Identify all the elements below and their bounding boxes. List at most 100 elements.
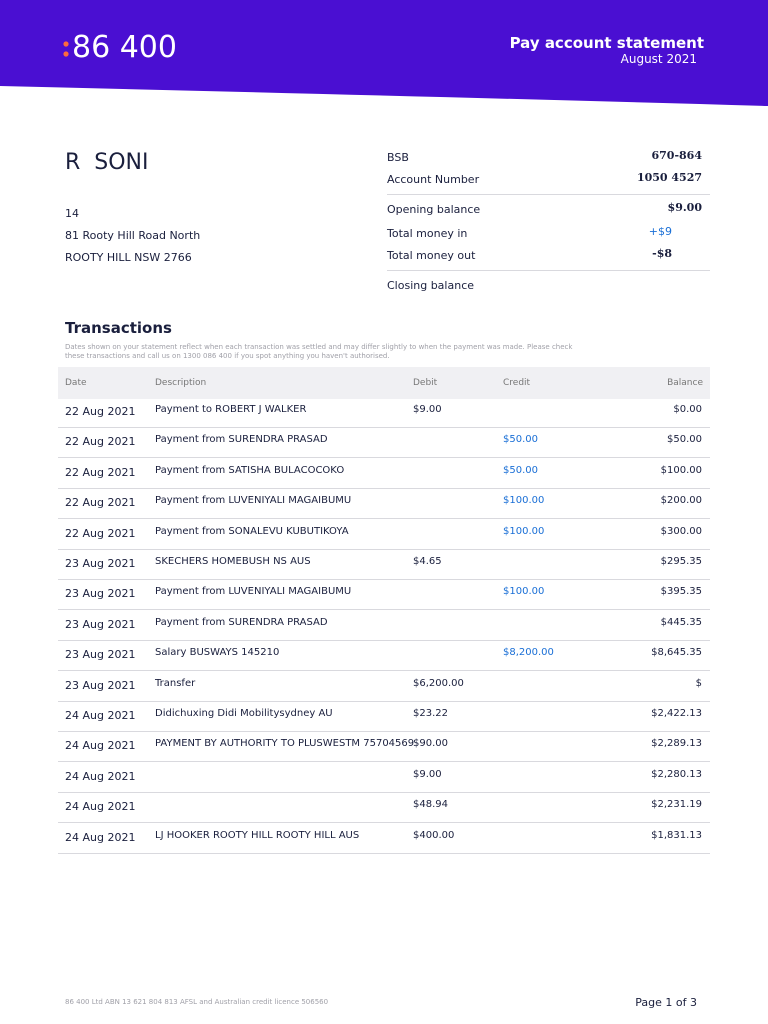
table-cell: Payment to ROBERT J WALKER xyxy=(155,404,307,415)
table-cell: 23 Aug 2021 xyxy=(65,557,136,570)
divider xyxy=(387,270,710,271)
header-shape xyxy=(0,0,768,106)
table-cell: $ xyxy=(695,677,702,689)
logo-dot xyxy=(63,51,69,57)
table-cell: $1,831.13 xyxy=(651,829,702,841)
table-cell: $0.00 xyxy=(673,404,702,415)
table-cell: Payment from SATISHA BULACOCOKO xyxy=(155,464,345,476)
table-cell: $2,280.13 xyxy=(651,768,702,780)
table-cell: 22 Aug 2021 xyxy=(65,405,136,418)
balance-value: $9.00 xyxy=(667,201,702,214)
table-cell: $50.00 xyxy=(667,434,702,446)
table-cell: $395.35 xyxy=(660,586,702,598)
row-divider xyxy=(58,487,710,489)
table-cell: 22 Aug 2021 xyxy=(65,526,136,540)
table-cell: 24 Aug 2021 xyxy=(65,709,136,722)
row-divider xyxy=(58,731,710,732)
table-cell: 24 Aug 2021 xyxy=(65,800,136,814)
table-cell: PAYMENT BY AUTHORITY TO PLUSWESTM 757045… xyxy=(155,738,415,750)
table-cell: Salary BUSWAYS 145210 xyxy=(155,647,280,659)
row-divider xyxy=(58,609,710,611)
row-divider xyxy=(58,700,710,702)
table-cell: 22 Aug 2021 xyxy=(65,435,136,449)
table-cell: $2,422.13 xyxy=(651,708,702,719)
table-cell: $100.00 xyxy=(503,525,545,537)
row-divider xyxy=(58,670,710,672)
table-cell: 22 Aug 2021 xyxy=(65,496,136,510)
balance-label: Total money in xyxy=(387,227,468,240)
footer-legal: 86 400 Ltd ABN 13 621 804 813 AFSL and A… xyxy=(65,998,329,1006)
note: Dates shown on your statement reflect wh… xyxy=(65,343,573,360)
table-cell: $6,200.00 xyxy=(413,677,464,689)
account-detail-label: BSB xyxy=(387,151,409,164)
table-cell: Payment from SURENDRA PRASAD xyxy=(155,434,328,446)
table-cell: Payment from LUVENIYALI MAGAIBUMU xyxy=(155,495,352,507)
table-cell: 24 Aug 2021 xyxy=(65,739,136,753)
table-cell: $9.00 xyxy=(413,404,442,415)
balance-label: Opening balance xyxy=(387,203,481,216)
table-cell: $300.00 xyxy=(660,525,702,537)
row-divider xyxy=(58,457,710,459)
table-cell: $200.00 xyxy=(660,495,702,507)
balance-label: Total money out xyxy=(387,249,476,262)
section-title: Transactions xyxy=(65,319,172,337)
table-cell: $2,231.19 xyxy=(651,799,702,811)
table-cell: $445.35 xyxy=(660,616,702,628)
header-band xyxy=(0,0,768,106)
table-cell: $100.00 xyxy=(503,586,545,598)
row-divider xyxy=(58,427,710,428)
account-detail-value: 1050 4527 xyxy=(636,171,702,184)
row-divider xyxy=(58,791,710,793)
row-divider xyxy=(58,761,710,763)
address-line: 81 Rooty Hill Road North xyxy=(65,229,201,242)
logo-dot xyxy=(63,41,69,47)
table-cell: 24 Aug 2021 xyxy=(65,769,136,783)
row-divider xyxy=(58,518,710,520)
table-cell: $8,200.00 xyxy=(503,647,554,659)
row-divider xyxy=(58,852,710,854)
account-detail-value: 670-864 xyxy=(651,149,703,162)
row-divider xyxy=(58,639,710,641)
table-cell: 23 Aug 2021 xyxy=(65,587,136,601)
page-number: Page 1 of 3 xyxy=(635,996,697,1009)
table-cell: 23 Aug 2021 xyxy=(65,648,136,662)
table-cell: Payment from SONALEVU KUBUTIKOYA xyxy=(155,525,349,537)
customer-name: R SONI xyxy=(65,150,149,175)
table-header-bg xyxy=(58,367,710,399)
table-cell: LJ HOOKER ROOTY HILL ROOTY HILL AUS xyxy=(155,829,360,841)
table-cell: $50.00 xyxy=(503,434,538,446)
table-cell: $8,645.35 xyxy=(651,647,702,659)
table-cell: Transfer xyxy=(155,677,196,689)
column-header: Credit xyxy=(503,378,531,388)
address-line: ROOTY HILL NSW 2766 xyxy=(65,251,192,264)
statement-title: Pay account statement xyxy=(509,34,704,52)
table-cell: Payment from SURENDRA PRASAD xyxy=(155,616,328,628)
table-cell: $50.00 xyxy=(503,464,538,476)
table-cell: Didichuxing Didi Mobilitysydney AU xyxy=(155,708,333,719)
divider xyxy=(387,194,710,195)
logo: 86 400 xyxy=(72,30,177,65)
statement-period: August 2021 xyxy=(620,52,697,66)
table-cell: $90.00 xyxy=(413,738,448,750)
column-header: Description xyxy=(155,378,207,388)
account-detail-label: Account Number xyxy=(387,173,480,186)
address-line: 14 xyxy=(65,207,79,220)
table-cell: $2,289.13 xyxy=(651,738,702,750)
table-cell: Payment from LUVENIYALI MAGAIBUMU xyxy=(155,586,352,598)
row-divider xyxy=(58,548,710,550)
row-divider xyxy=(58,579,710,580)
row-divider xyxy=(58,822,710,824)
column-header: Date xyxy=(65,378,87,388)
table-cell: $4.65 xyxy=(413,556,442,567)
table-cell: $48.94 xyxy=(413,799,448,811)
balance-label: Closing balance xyxy=(387,279,475,292)
balance-value: +$9 xyxy=(648,225,672,238)
table-cell: $9.00 xyxy=(413,768,442,780)
table-cell: $100.00 xyxy=(503,495,545,507)
table-cell: 23 Aug 2021 xyxy=(65,678,136,692)
table-cell: $23.22 xyxy=(413,708,448,719)
table-cell: 22 Aug 2021 xyxy=(65,465,136,479)
column-header: Debit xyxy=(413,378,438,388)
table-cell: 24 Aug 2021 xyxy=(65,830,136,844)
